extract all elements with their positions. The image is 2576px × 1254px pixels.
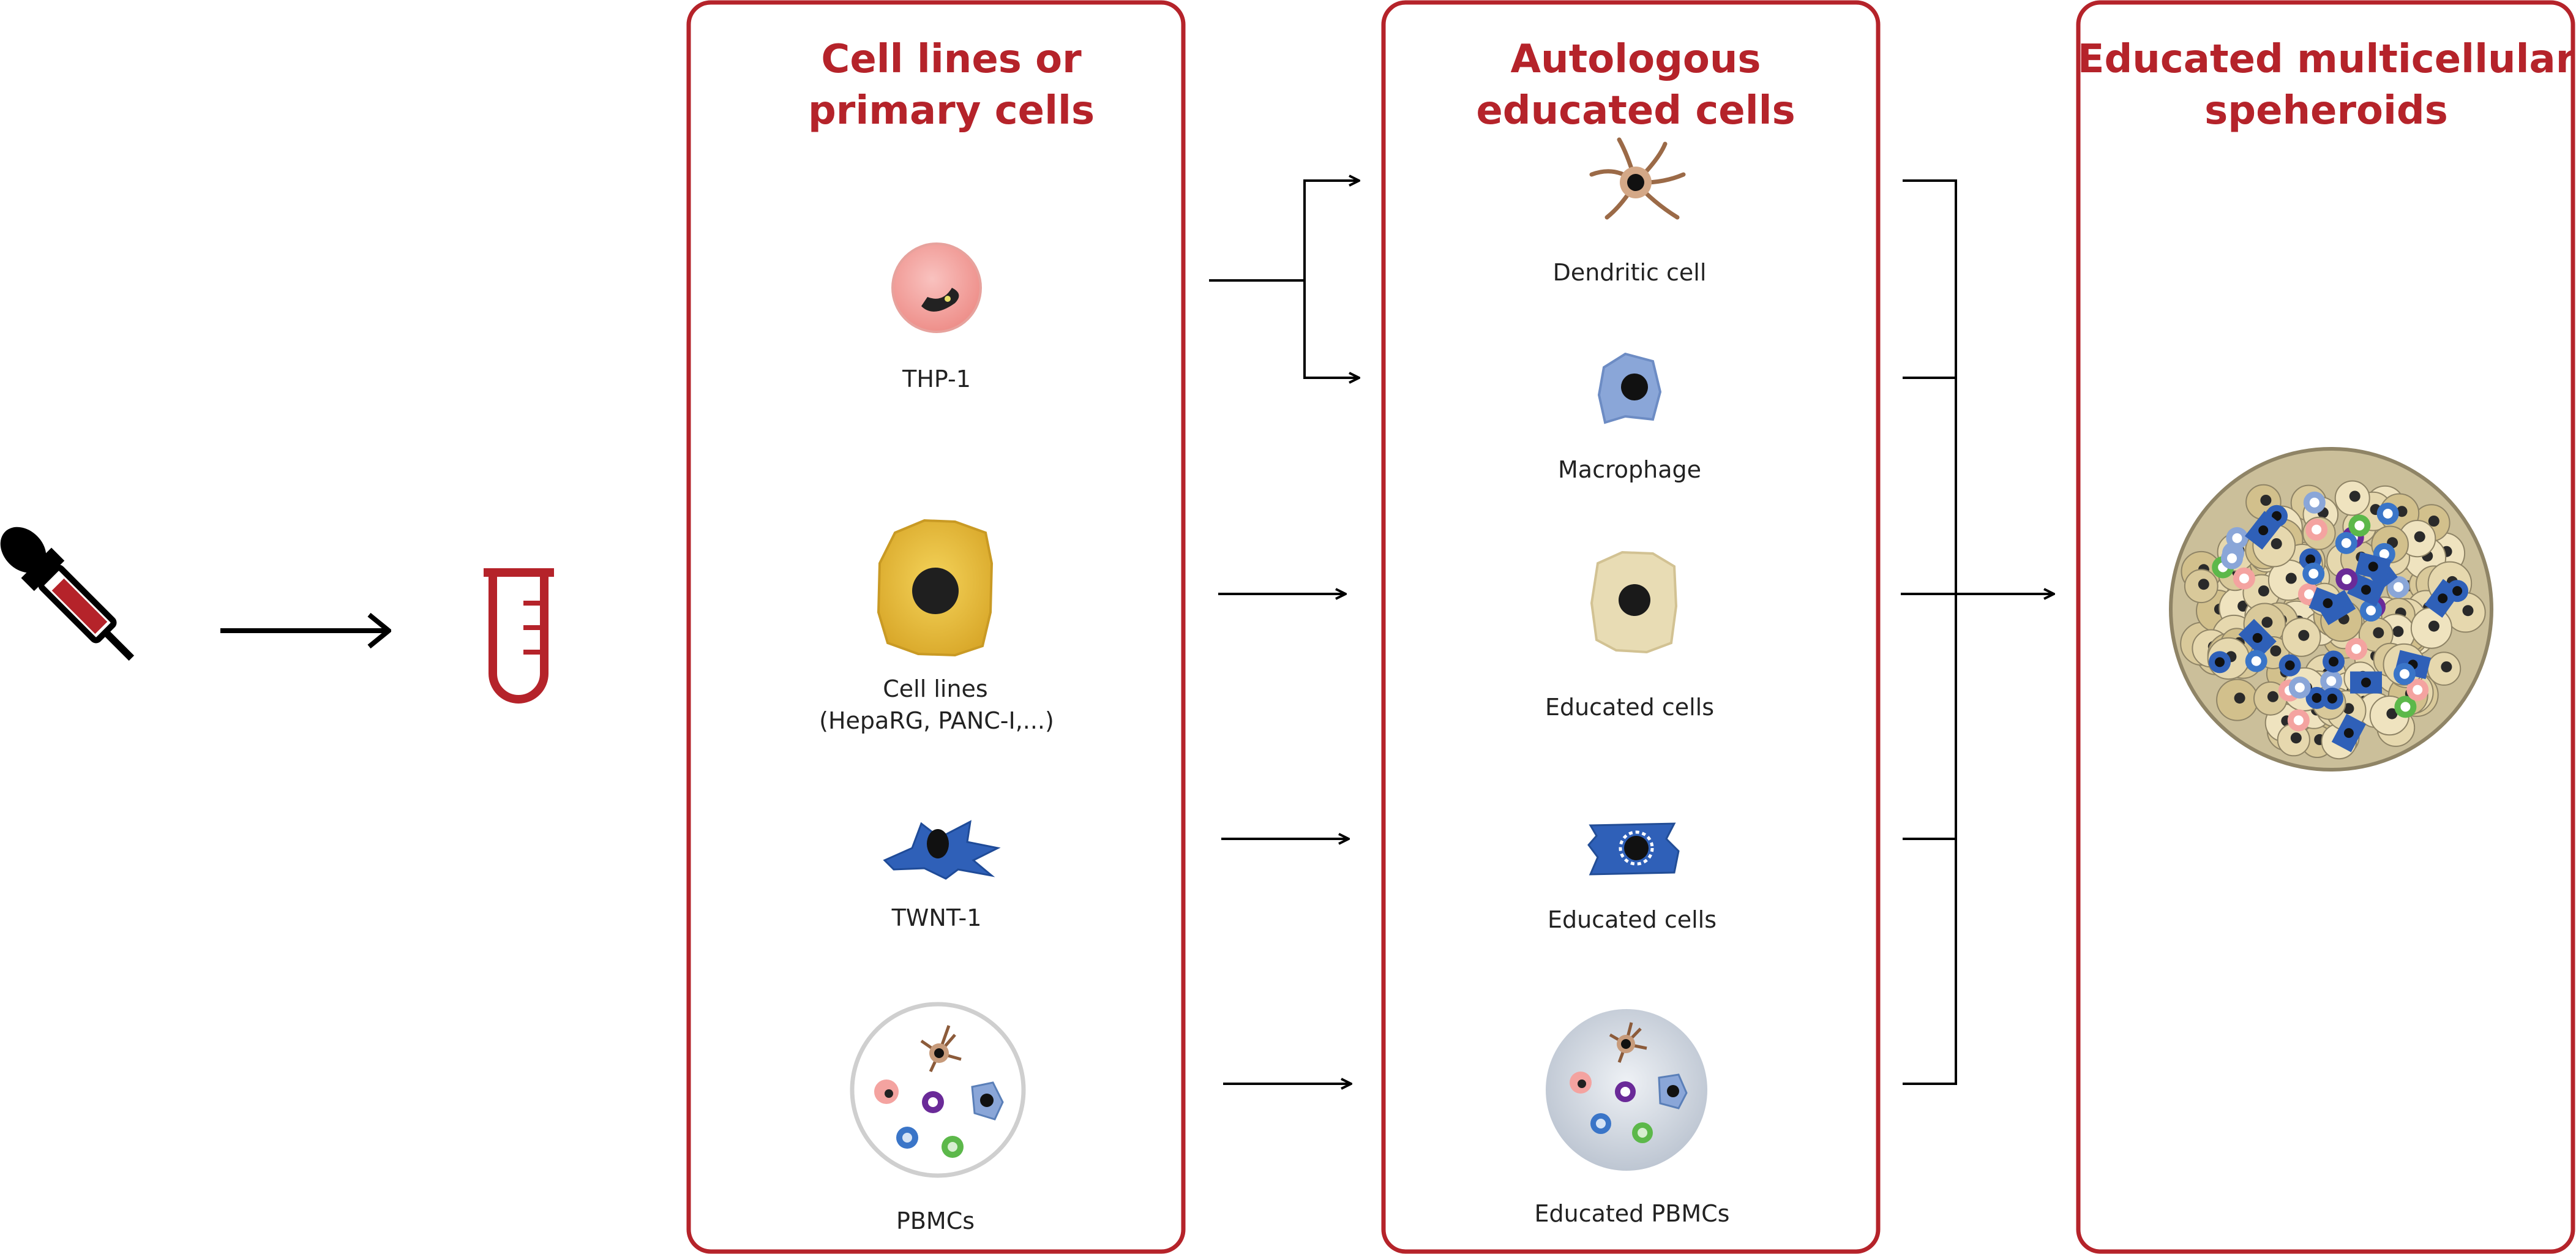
spheroid-cell-nucleus xyxy=(2285,573,2297,584)
cell-label-educated-pbmcs: Educated PBMCs xyxy=(1535,1200,1730,1227)
spheroid-immune-nucleus xyxy=(2368,561,2378,572)
spheroid-immune-nucleus xyxy=(2342,574,2352,585)
pbmc-dish-icon xyxy=(850,1002,1026,1178)
spheroid-immune-nucleus xyxy=(2312,693,2322,703)
spheroid-immune-nucleus xyxy=(2227,553,2237,563)
spheroid-immune-nucleus xyxy=(2251,656,2261,666)
thp1-cell-icon xyxy=(891,242,982,333)
dendritic-cell-icon xyxy=(1589,137,1686,220)
cell-label-pbmcs: PBMCs xyxy=(896,1207,975,1234)
panel-title-line2: speheroids xyxy=(2204,88,2448,133)
spheroid-cell-nucleus xyxy=(2428,620,2439,632)
educated-pbmc-dish-icon xyxy=(1546,1009,1707,1171)
spheroid-immune-nucleus xyxy=(2341,538,2351,548)
cell-label-twnt1: TWNT-1 xyxy=(891,904,982,931)
spheroid-immune-nucleus xyxy=(2343,728,2354,738)
spheroid-cell-nucleus xyxy=(2298,629,2310,641)
spheroid-immune-nucleus xyxy=(2438,593,2448,604)
spheroid-immune-nucleus xyxy=(2413,685,2423,695)
spheroid-cell-nucleus xyxy=(2234,693,2245,704)
spheroid-immune-nucleus xyxy=(2329,656,2338,667)
spheroid-immune-nucleus xyxy=(2309,497,2320,508)
cell-label-dendritic: Dendritic cell xyxy=(1553,259,1707,286)
connectors-panel2-to-panel3 xyxy=(1901,179,2054,1085)
spheroid-immune-nucleus xyxy=(2399,669,2409,679)
panel-cell-lines: Cell lines or primary cells THP-1 Cell l… xyxy=(686,0,1186,1254)
spheroid-immune-nucleus xyxy=(2258,525,2269,536)
spheroid-immune-nucleus xyxy=(2393,582,2403,592)
spheroid-cell-nucleus xyxy=(2270,645,2282,656)
hepatocyte-cell-icon xyxy=(877,519,994,657)
cell-label-cell-lines-examples: (HepaRG, PANC-I,...) xyxy=(819,707,1054,734)
spheroid-cell-nucleus xyxy=(2386,708,2398,719)
spheroid-icon xyxy=(2169,447,2493,772)
panel-title-line2: educated cells xyxy=(1476,88,1795,133)
spheroid-immune-nucleus xyxy=(2327,693,2337,704)
spheroid-immune-nucleus xyxy=(2354,520,2365,531)
spheroid-cell-nucleus xyxy=(2462,605,2474,617)
spheroid-immune-nucleus xyxy=(2308,568,2319,579)
spheroid-immune-nucleus xyxy=(2361,585,2371,595)
spheroid-immune-nucleus xyxy=(2232,533,2242,543)
spheroid-immune-nucleus xyxy=(2293,715,2304,726)
panel-educated-spheroids: Educated multicellular speheroids xyxy=(2076,0,2575,1254)
spheroid-immune-nucleus xyxy=(2452,586,2463,596)
dropper-icon xyxy=(0,527,135,661)
spheroid-immune-nucleus xyxy=(2400,702,2411,712)
spheroid-immune-nucleus xyxy=(2323,598,2333,609)
cell-label-thp1: THP-1 xyxy=(902,366,971,392)
spheroid-immune-nucleus xyxy=(2239,573,2249,584)
spheroid-cell-nucleus xyxy=(2290,732,2302,744)
spheroid-cell-nucleus xyxy=(2414,531,2425,543)
panel-title-line1: Educated multicellular xyxy=(2078,37,2575,82)
spheroid-immune-nucleus xyxy=(2379,549,2389,559)
spheroid-immune-nucleus xyxy=(2285,660,2295,670)
spheroid-immune-nucleus xyxy=(2361,677,2371,688)
spheroid-cell-nucleus xyxy=(2260,495,2272,506)
spheroid-cell-nucleus xyxy=(2396,506,2408,517)
spheroid-cell-nucleus xyxy=(2428,516,2439,527)
macrophage-cell-icon xyxy=(1597,352,1662,424)
spheroid-cell-nucleus xyxy=(2271,538,2282,549)
spheroid-cell-nucleus xyxy=(2267,691,2278,702)
spheroid-immune-nucleus xyxy=(2252,633,2263,643)
cell-label-cell-lines: Cell lines xyxy=(883,675,987,702)
spheroid-cell-nucleus xyxy=(2261,617,2273,628)
educated-cell-icon xyxy=(1590,550,1678,654)
spheroid-immune-nucleus xyxy=(2351,644,2362,654)
spheroid-immune-nucleus xyxy=(2326,676,2337,686)
cell-label-educated-cells-1: Educated cells xyxy=(1545,694,1714,721)
connectors-panel1-to-panel2 xyxy=(1209,181,1359,1084)
spheroid-immune-nucleus xyxy=(2305,554,2316,565)
spheroid-cell-nucleus xyxy=(2258,585,2269,597)
spheroid-cell-nucleus xyxy=(2392,626,2404,637)
spheroid-immune-nucleus xyxy=(2215,657,2225,667)
spheroid-cell-nucleus xyxy=(2373,627,2384,639)
panel-title-line1: Cell lines or xyxy=(821,37,1082,82)
spheroid-immune-nucleus xyxy=(2272,511,2282,521)
spheroid-immune-nucleus xyxy=(2294,682,2305,693)
panel-title-line2: primary cells xyxy=(808,88,1095,133)
panel-title-line1: Autologous xyxy=(1511,37,1761,82)
spheroid-cell-nucleus xyxy=(2441,661,2452,673)
fibroblast-cell-icon xyxy=(883,820,1001,880)
spheroid-immune-nucleus xyxy=(2383,508,2393,519)
spheroid-immune-nucleus xyxy=(2304,589,2314,599)
educated-fibroblast-icon xyxy=(1587,822,1680,876)
panel-autologous-educated: Autologous educated cells Dendritic cell… xyxy=(1381,0,1881,1254)
spheroid-immune-nucleus xyxy=(2312,524,2322,535)
spheroid-cell-nucleus xyxy=(2198,579,2209,590)
cell-label-educated-cells-2: Educated cells xyxy=(1548,906,1717,933)
spheroid-immune-nucleus xyxy=(2366,606,2376,616)
test-tube-icon xyxy=(484,568,554,704)
spheroid-cell-nucleus xyxy=(2349,490,2361,502)
cell-label-macrophage: Macrophage xyxy=(1558,456,1701,483)
